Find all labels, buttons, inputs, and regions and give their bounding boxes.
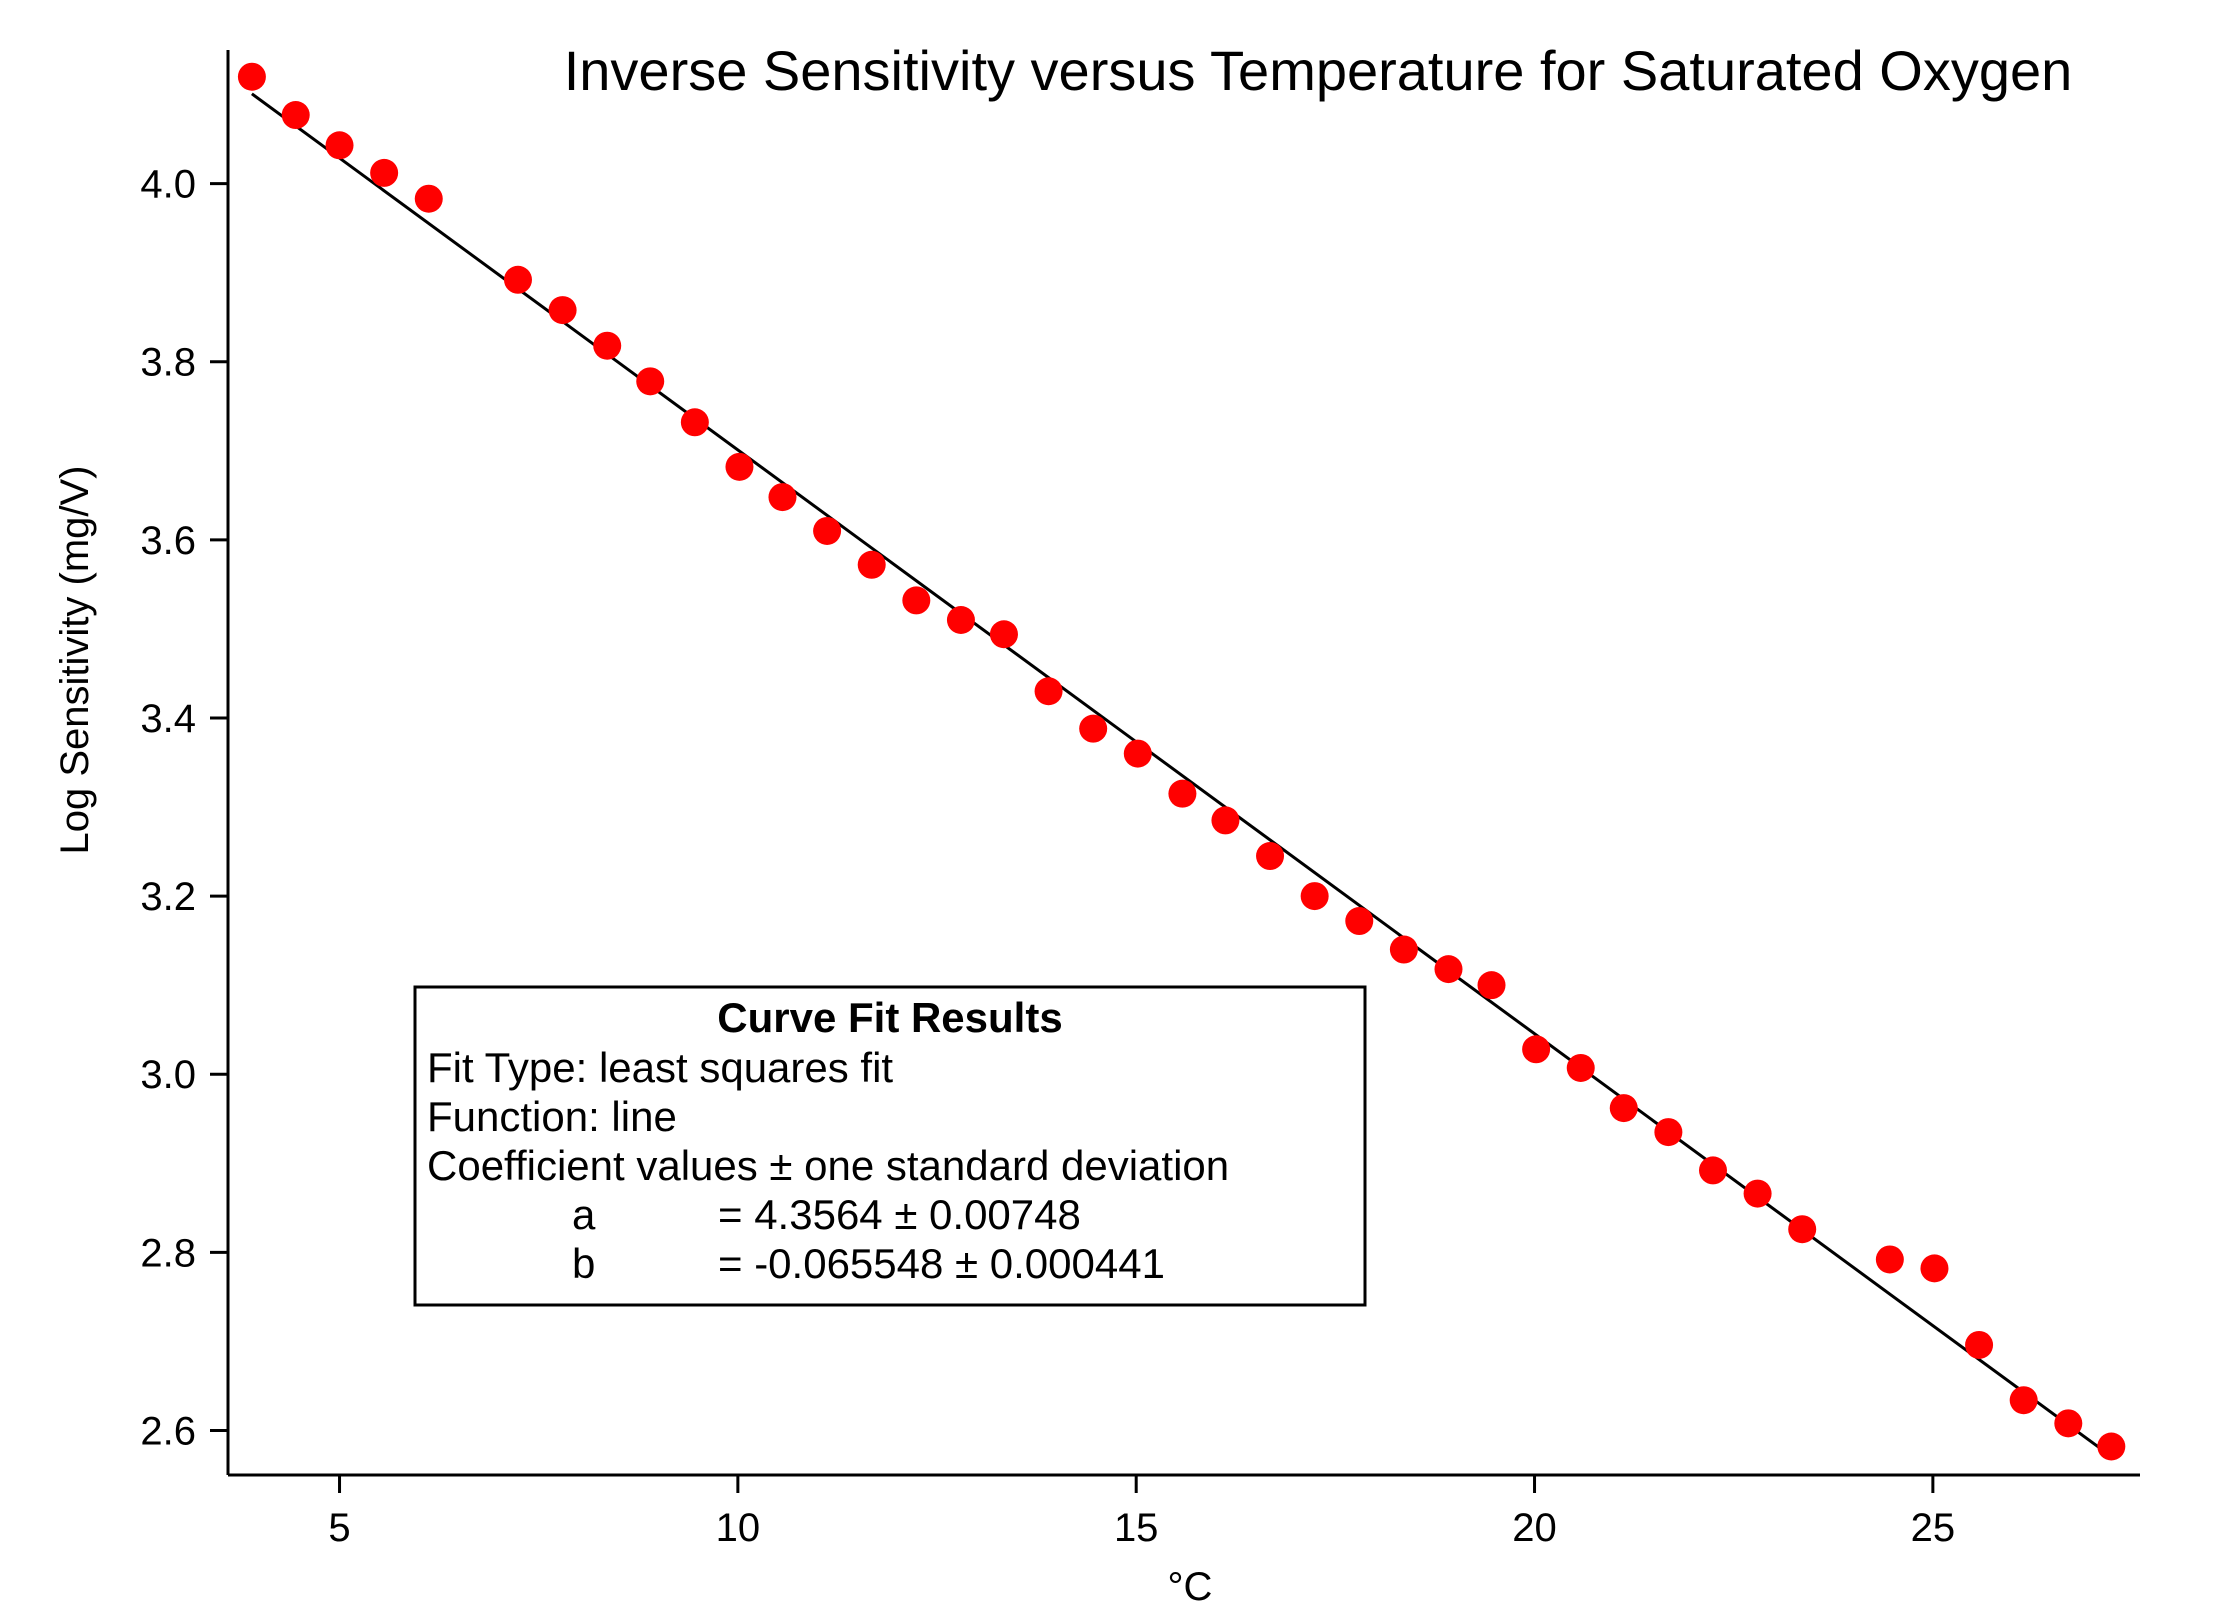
data-point xyxy=(281,101,310,130)
y-axis-title: Log Sensitivity (mg/V) xyxy=(53,465,97,854)
data-point xyxy=(503,265,532,294)
data-point xyxy=(680,408,709,437)
y-tick-label: 3.8 xyxy=(140,341,196,385)
x-tick-label: 5 xyxy=(328,1506,350,1550)
data-point xyxy=(2054,1409,2083,1438)
data-point xyxy=(1654,1118,1683,1147)
curve-fit-results-box: Curve Fit Results Fit Type: least square… xyxy=(413,985,1367,1307)
data-point xyxy=(1743,1179,1772,1208)
data-point xyxy=(1168,779,1197,808)
data-point xyxy=(1434,955,1463,984)
x-tick-label: 10 xyxy=(716,1506,761,1550)
chart-title: Inverse Sensitivity versus Temperature f… xyxy=(564,39,2073,102)
plot-area: 5 10 15 20 25 2.6 2.8 3.0 3.2 3.4 3.6 3.8 4.0 xyxy=(140,50,2140,1550)
data-points xyxy=(237,62,2126,1461)
data-point xyxy=(768,483,797,512)
data-point xyxy=(946,606,975,634)
data-point xyxy=(1788,1215,1817,1244)
x-ticks: 5 10 15 20 25 xyxy=(328,1475,1955,1550)
data-point xyxy=(325,131,354,160)
curve-fit-title: Curve Fit Results xyxy=(717,994,1062,1041)
data-point xyxy=(1123,739,1152,768)
data-point xyxy=(1389,935,1418,964)
coefficient-a-name: a xyxy=(572,1191,596,1238)
x-tick-label: 25 xyxy=(1911,1506,1956,1550)
data-point xyxy=(1034,677,1063,706)
data-point xyxy=(1211,806,1240,835)
function-line: Function: line xyxy=(427,1093,677,1140)
curve-fit-box-border xyxy=(413,985,1367,1307)
data-point xyxy=(1522,1035,1551,1064)
data-point xyxy=(548,296,577,325)
y-tick-label: 4.0 xyxy=(140,163,196,207)
y-ticks: 2.6 2.8 3.0 3.2 3.4 3.6 3.8 4.0 xyxy=(140,163,228,1453)
data-point xyxy=(813,516,842,545)
coefficient-b-name: b xyxy=(572,1240,595,1287)
data-point xyxy=(2009,1386,2038,1415)
data-point xyxy=(370,158,399,187)
data-point xyxy=(414,184,443,213)
data-point xyxy=(237,62,266,91)
data-point xyxy=(1256,842,1285,871)
data-point xyxy=(1079,714,1108,743)
coefficient-b-value: = -0.065548 ± 0.000441 xyxy=(718,1240,1165,1287)
data-point xyxy=(1698,1156,1727,1185)
x-axis-title: °C xyxy=(1168,1565,1213,1609)
fit-type-line: Fit Type: least squares fit xyxy=(427,1044,893,1091)
data-point xyxy=(1609,1094,1638,1123)
data-point xyxy=(725,452,754,481)
x-tick-label: 15 xyxy=(1114,1506,1159,1550)
y-tick-label: 2.8 xyxy=(140,1231,196,1275)
coefficient-header-line: Coefficient values ± one standard deviat… xyxy=(427,1142,1229,1189)
data-point xyxy=(593,331,622,360)
data-point xyxy=(1920,1254,1949,1283)
data-point xyxy=(902,586,931,615)
y-tick-label: 3.4 xyxy=(140,697,196,741)
y-tick-label: 2.6 xyxy=(140,1409,196,1453)
data-point xyxy=(636,367,665,396)
data-point xyxy=(989,620,1018,649)
data-point xyxy=(1300,882,1329,911)
data-point xyxy=(1566,1053,1595,1082)
data-point xyxy=(2097,1432,2126,1461)
data-point xyxy=(1345,907,1374,936)
data-point xyxy=(1477,971,1506,1000)
data-point xyxy=(1875,1245,1904,1274)
y-tick-label: 3.2 xyxy=(140,875,196,919)
coefficient-a-value: = 4.3564 ± 0.00748 xyxy=(718,1191,1081,1238)
y-tick-label: 3.6 xyxy=(140,519,196,563)
x-tick-label: 20 xyxy=(1512,1506,1557,1550)
data-point xyxy=(857,550,886,579)
y-tick-label: 3.0 xyxy=(140,1053,196,1097)
data-point xyxy=(1965,1330,1994,1359)
